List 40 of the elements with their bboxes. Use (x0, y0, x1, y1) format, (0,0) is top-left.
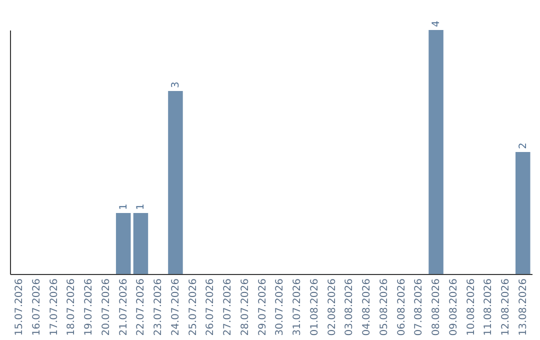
x-tick-label: 28.07.2026 (240, 278, 251, 336)
data-label: 3 (170, 82, 182, 88)
x-tick-label: 22.07.2026 (136, 278, 147, 336)
bar (133, 213, 148, 274)
x-tick-label: 24.07.2026 (170, 278, 182, 336)
x-tick-label: 03.08.2026 (344, 278, 356, 336)
data-label: 4 (431, 20, 442, 27)
x-tick-label: 08.08.2026 (431, 278, 442, 336)
x-tick-label: 19.07.2026 (84, 278, 95, 336)
x-tick-label: 12.08.2026 (500, 278, 512, 336)
x-tick-label: 17.07.2026 (48, 278, 60, 336)
x-tick-label: 18.07.2026 (66, 278, 78, 336)
x-tick-label: 05.08.2026 (378, 278, 390, 336)
x-tick-label: 01.08.2026 (309, 278, 320, 336)
x-tick-label: 20.07.2026 (100, 278, 112, 336)
x-tick-label: 29.07.2026 (257, 278, 268, 336)
x-tick-label: 11.08.2026 (483, 278, 494, 336)
x-tick-label: 10.08.2026 (466, 278, 477, 336)
x-tick-label: 27.07.2026 (222, 278, 234, 336)
bar (168, 91, 183, 274)
x-tick-label: 06.08.2026 (396, 278, 408, 336)
x-tick-label: 07.08.2026 (414, 278, 425, 336)
bar (428, 30, 444, 274)
data-label: 1 (136, 204, 147, 210)
x-tick-label: 15.07.2026 (14, 278, 26, 336)
x-tick-label: 04.08.2026 (362, 278, 373, 336)
data-label: 1 (118, 204, 130, 210)
x-tick-label: 26.07.2026 (205, 278, 216, 336)
bar (116, 213, 131, 274)
x-tick-label: 30.07.2026 (274, 278, 286, 336)
x-tick-label: 21.07.2026 (118, 278, 130, 336)
bar (516, 152, 530, 274)
x-tick-label: 13.08.2026 (518, 278, 529, 336)
x-tick-label: 16.07.2026 (31, 278, 42, 336)
x-tick-label: 02.08.2026 (326, 278, 338, 336)
x-tick-label: 31.07.2026 (292, 278, 304, 336)
x-tick-label: 25.07.2026 (188, 278, 199, 336)
x-tick-label: 23.07.2026 (153, 278, 164, 336)
x-tick-label: 09.08.2026 (448, 278, 460, 336)
data-label: 2 (518, 142, 529, 149)
